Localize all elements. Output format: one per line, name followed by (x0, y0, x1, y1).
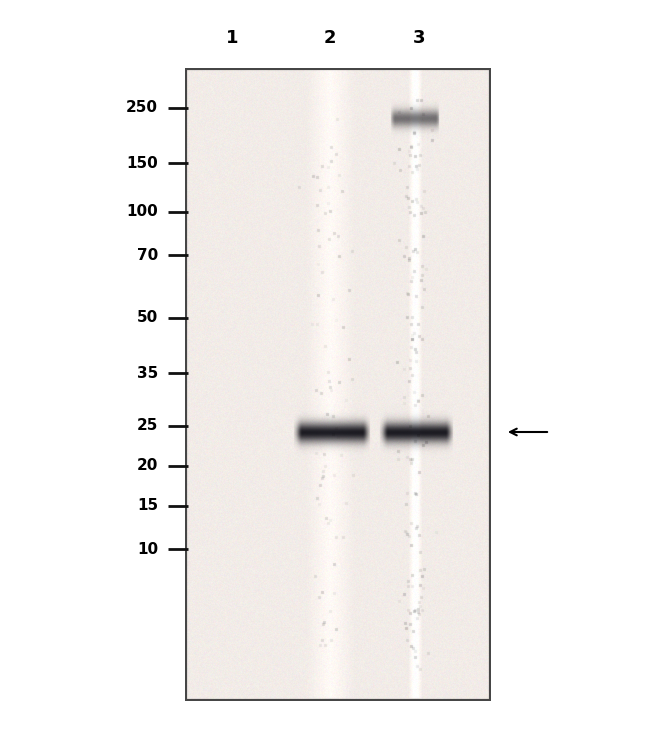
Text: 35: 35 (136, 365, 158, 381)
Text: 15: 15 (137, 498, 158, 514)
Text: 70: 70 (136, 247, 158, 263)
Text: 100: 100 (126, 204, 158, 220)
Text: 25: 25 (136, 419, 158, 433)
Text: 250: 250 (126, 100, 158, 116)
Text: 20: 20 (136, 458, 158, 474)
Text: 150: 150 (126, 155, 158, 171)
Text: 1: 1 (226, 29, 239, 47)
Text: 50: 50 (136, 310, 158, 326)
Text: 3: 3 (413, 29, 425, 47)
Text: 10: 10 (137, 542, 158, 556)
Text: 2: 2 (324, 29, 336, 47)
